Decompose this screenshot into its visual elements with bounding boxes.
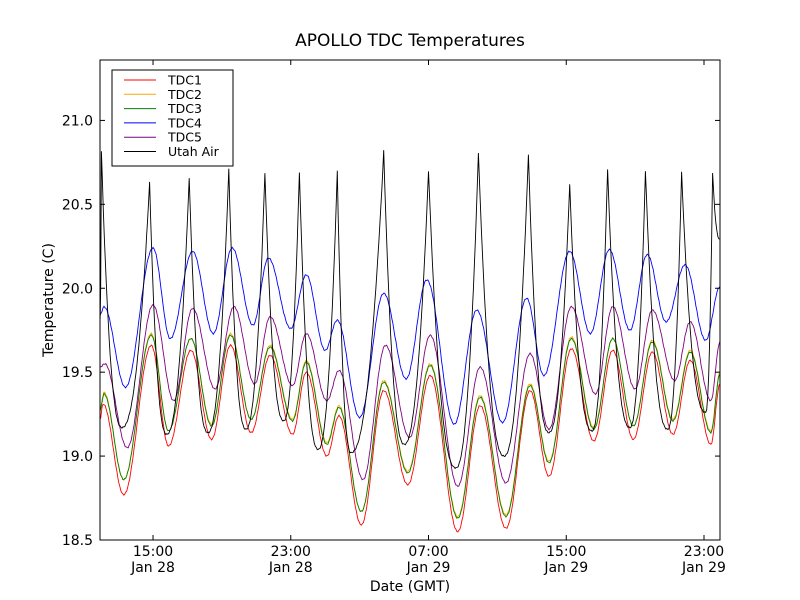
legend-label: TDC3	[167, 101, 202, 116]
series-line-utah-air	[100, 150, 720, 470]
y-tick-label: 21.0	[62, 113, 93, 129]
series-line-tdc5	[100, 303, 720, 487]
y-tick-label: 20.5	[62, 197, 93, 213]
x-tick-label-time: 15:00	[133, 544, 173, 560]
x-tick-label-date: Jan 28	[130, 560, 175, 576]
x-tick-label-date: Jan 29	[681, 560, 726, 576]
series-layer	[100, 150, 720, 533]
y-tick-label: 19.0	[62, 449, 93, 465]
legend-label: TDC2	[167, 87, 202, 102]
x-tick-label-date: Jan 28	[268, 560, 313, 576]
x-tick-label-time: 23:00	[684, 544, 724, 560]
plot-frame	[99, 59, 721, 541]
legend-label: TDC5	[167, 130, 202, 145]
y-tick-label: 20.0	[62, 281, 93, 297]
x-tick-label-date: Jan 29	[406, 560, 451, 576]
legend-label: TDC4	[167, 115, 202, 130]
x-tick-label-time: 15:00	[546, 544, 586, 560]
chart-title: APOLLO TDC Temperatures	[295, 31, 525, 51]
series-line-tdc4	[100, 246, 720, 425]
x-axis-title: Date (GMT)	[370, 579, 450, 595]
y-axis-title: Temperature (C)	[41, 243, 57, 358]
legend-label: TDC1	[167, 73, 202, 88]
series-line-tdc3	[100, 334, 720, 519]
legend-box	[111, 69, 234, 167]
x-tick-label-time: 23:00	[271, 544, 311, 560]
y-tick-label: 18.5	[62, 533, 93, 549]
x-tick-label-time: 07:00	[408, 544, 448, 560]
x-tick-label-date: Jan 29	[543, 560, 588, 576]
legend-label: Utah Air	[168, 144, 220, 159]
y-tick-label: 19.5	[62, 365, 93, 381]
